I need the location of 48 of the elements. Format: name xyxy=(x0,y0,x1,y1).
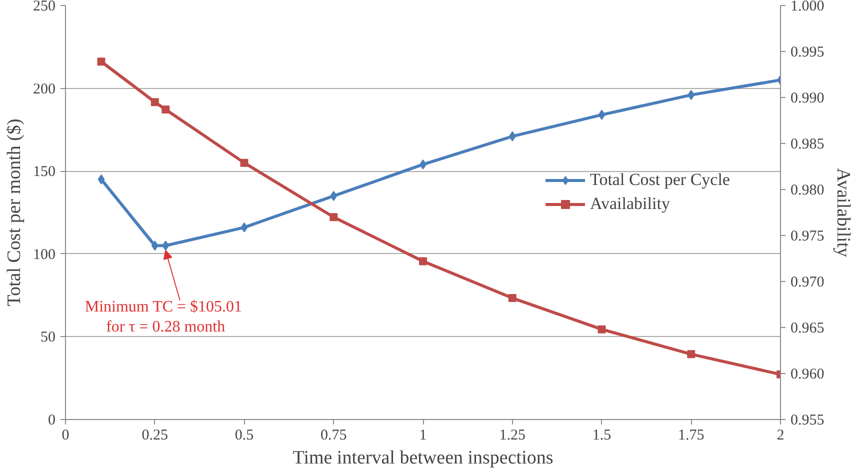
point xyxy=(688,90,695,100)
point xyxy=(508,294,516,302)
point xyxy=(97,58,106,66)
y2-tick-label: 0.985 xyxy=(790,136,824,152)
x-tick-label: 0 xyxy=(62,428,70,444)
point xyxy=(687,350,696,358)
x-tick-label: 1.75 xyxy=(678,428,704,444)
point xyxy=(419,257,427,266)
point xyxy=(240,222,248,232)
y2-tick-label: 0.975 xyxy=(790,228,824,244)
legend-label: Availability xyxy=(590,194,670,214)
y-tick-label: 50 xyxy=(40,330,56,346)
y2-tick-label: 0.970 xyxy=(790,274,824,290)
x-tick-label: 0.25 xyxy=(142,428,168,444)
x-tick-label: 1.5 xyxy=(592,428,612,444)
y2-axis-title: Availability xyxy=(832,168,854,258)
point xyxy=(150,98,159,106)
x-tick-label: 0.5 xyxy=(234,428,254,444)
y-tick-label: 0 xyxy=(48,412,56,428)
x-tick-label: 2 xyxy=(776,428,784,444)
y2-tick-label: 0.965 xyxy=(790,320,824,336)
y-axis-title: Total Cost per month ($) xyxy=(4,118,25,306)
point xyxy=(151,240,158,251)
y-tick-label: 200 xyxy=(33,81,56,98)
y2-tick-label: 0.960 xyxy=(790,366,824,382)
y-tick-label: 250 xyxy=(33,0,56,14)
y-tick-label: 150 xyxy=(33,164,56,180)
x-tick-label: 1 xyxy=(419,428,427,444)
point xyxy=(598,325,606,334)
y2-tick-label: 0.980 xyxy=(790,182,824,198)
legend-label: Total Cost per Cycle xyxy=(590,170,730,190)
x-tick-label: 1.25 xyxy=(499,428,526,444)
point xyxy=(330,213,338,222)
point xyxy=(598,110,606,120)
point xyxy=(162,105,170,114)
point xyxy=(162,240,170,251)
point xyxy=(240,158,248,167)
y2-tick-label: 0.955 xyxy=(790,412,824,428)
y2-tick-label: 0.995 xyxy=(790,44,824,60)
x-axis-title: Time interval between inspections xyxy=(292,448,554,468)
y2-tick-label: 1.000 xyxy=(790,0,824,14)
annotation: Minimum TC = $105.01 for τ = 0.28 month xyxy=(84,298,242,336)
point xyxy=(508,131,516,142)
y-tick-label: 100 xyxy=(33,246,56,263)
point xyxy=(98,174,105,184)
point xyxy=(330,190,338,201)
y2-tick-label: 0.990 xyxy=(790,90,824,106)
x-tick-label: 0.75 xyxy=(320,428,347,444)
